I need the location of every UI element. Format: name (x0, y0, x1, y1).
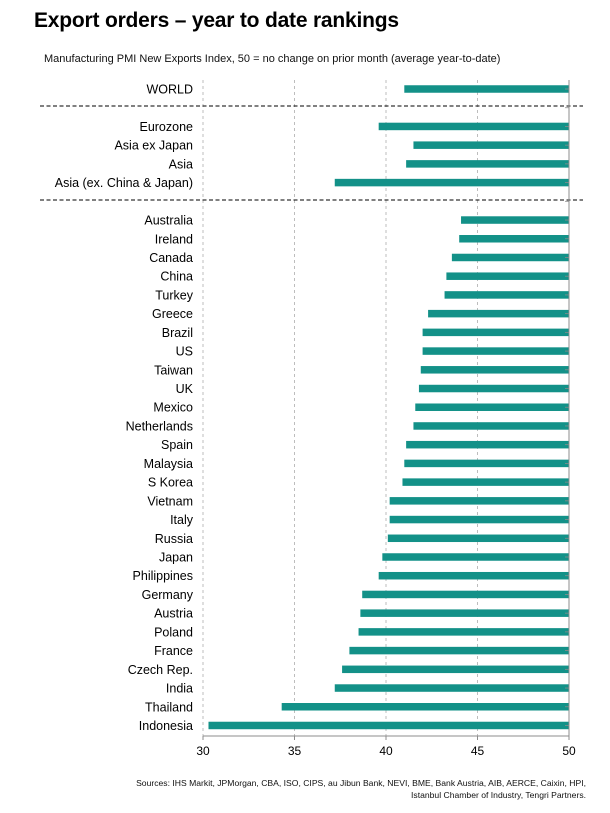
category-label: Canada (149, 251, 193, 265)
bar-india (334, 684, 569, 692)
category-label: S Korea (148, 476, 193, 490)
category-label: Ireland (155, 232, 193, 246)
chart-subtitle: Manufacturing PMI New Exports Index, 50 … (44, 53, 501, 65)
category-label: Malaysia (144, 457, 193, 471)
bar-asia-ex-china-japan- (334, 178, 569, 187)
category-label: Turkey (155, 288, 193, 302)
x-tick-label: 35 (288, 744, 302, 758)
category-label: Eurozone (139, 120, 193, 134)
bar-mexico (415, 403, 569, 411)
bar-japan (382, 553, 569, 561)
bar-malaysia (404, 459, 569, 468)
x-tick-label: 40 (379, 744, 393, 758)
category-label: Brazil (162, 326, 193, 340)
bar-world (404, 85, 569, 93)
bar-china (446, 272, 569, 280)
category-label: Poland (154, 625, 193, 639)
bar-taiwan (420, 366, 569, 374)
chart-title: Export orders – year to date rankings (34, 9, 399, 32)
bar-netherlands (413, 422, 569, 430)
bar-brazil (422, 328, 569, 337)
bar-canada (451, 253, 569, 262)
category-label: China (160, 270, 193, 284)
category-label: Asia (ex. China & Japan) (55, 176, 193, 190)
category-label: WORLD (146, 83, 193, 97)
category-label: France (154, 644, 193, 658)
bar-s-korea (402, 478, 569, 486)
category-label: Netherlands (126, 419, 193, 433)
source-note: Sources: IHS Markit, JPMorgan, CBA, ISO,… (26, 777, 586, 801)
category-label: Mexico (153, 401, 193, 415)
bar-thailand (281, 703, 569, 711)
bar-spain (406, 440, 569, 449)
bar-ireland (459, 235, 569, 243)
x-tick-label: 45 (471, 744, 485, 758)
bar-eurozone (378, 122, 569, 131)
category-label: Greece (152, 307, 193, 321)
category-label: Taiwan (154, 363, 193, 377)
bar-austria (360, 609, 569, 617)
bar-australia (461, 216, 569, 224)
bar-germany (362, 590, 569, 599)
category-label: Indonesia (139, 719, 193, 733)
bar-greece (428, 309, 569, 318)
bar-uk (418, 384, 569, 393)
category-label: Asia ex Japan (114, 139, 193, 153)
category-label: UK (176, 382, 194, 396)
bar-indonesia (208, 721, 570, 730)
source-line-2: Istanbul Chamber of Industry, Tengri Par… (411, 790, 586, 800)
category-label: Czech Rep. (128, 663, 193, 677)
bar-philippines (378, 571, 569, 580)
category-label: Australia (144, 214, 193, 228)
category-label: Japan (159, 551, 193, 565)
category-label: Austria (154, 607, 193, 621)
bar-asia-ex-japan (413, 141, 569, 149)
bar-asia (406, 160, 569, 168)
bar-vietnam (389, 497, 569, 505)
category-label: Thailand (145, 700, 193, 714)
category-label: Philippines (133, 569, 193, 583)
category-label: Russia (155, 532, 193, 546)
x-tick-label: 50 (562, 744, 576, 758)
bar-france (349, 646, 569, 655)
bar-us (422, 347, 569, 355)
category-label: Italy (170, 513, 194, 527)
bar-italy (389, 515, 569, 524)
category-label: Asia (169, 157, 193, 171)
bar-russia (387, 534, 569, 543)
category-label: Spain (161, 438, 193, 452)
category-label: US (176, 345, 193, 359)
category-label: India (166, 682, 193, 696)
bar-poland (358, 628, 569, 636)
bar-turkey (444, 291, 569, 299)
bar-czech-rep- (342, 665, 569, 674)
category-label: Germany (142, 588, 194, 602)
category-label: Vietnam (147, 494, 193, 508)
source-line-1: Sources: IHS Markit, JPMorgan, CBA, ISO,… (136, 778, 586, 788)
x-tick-label: 30 (196, 744, 210, 758)
